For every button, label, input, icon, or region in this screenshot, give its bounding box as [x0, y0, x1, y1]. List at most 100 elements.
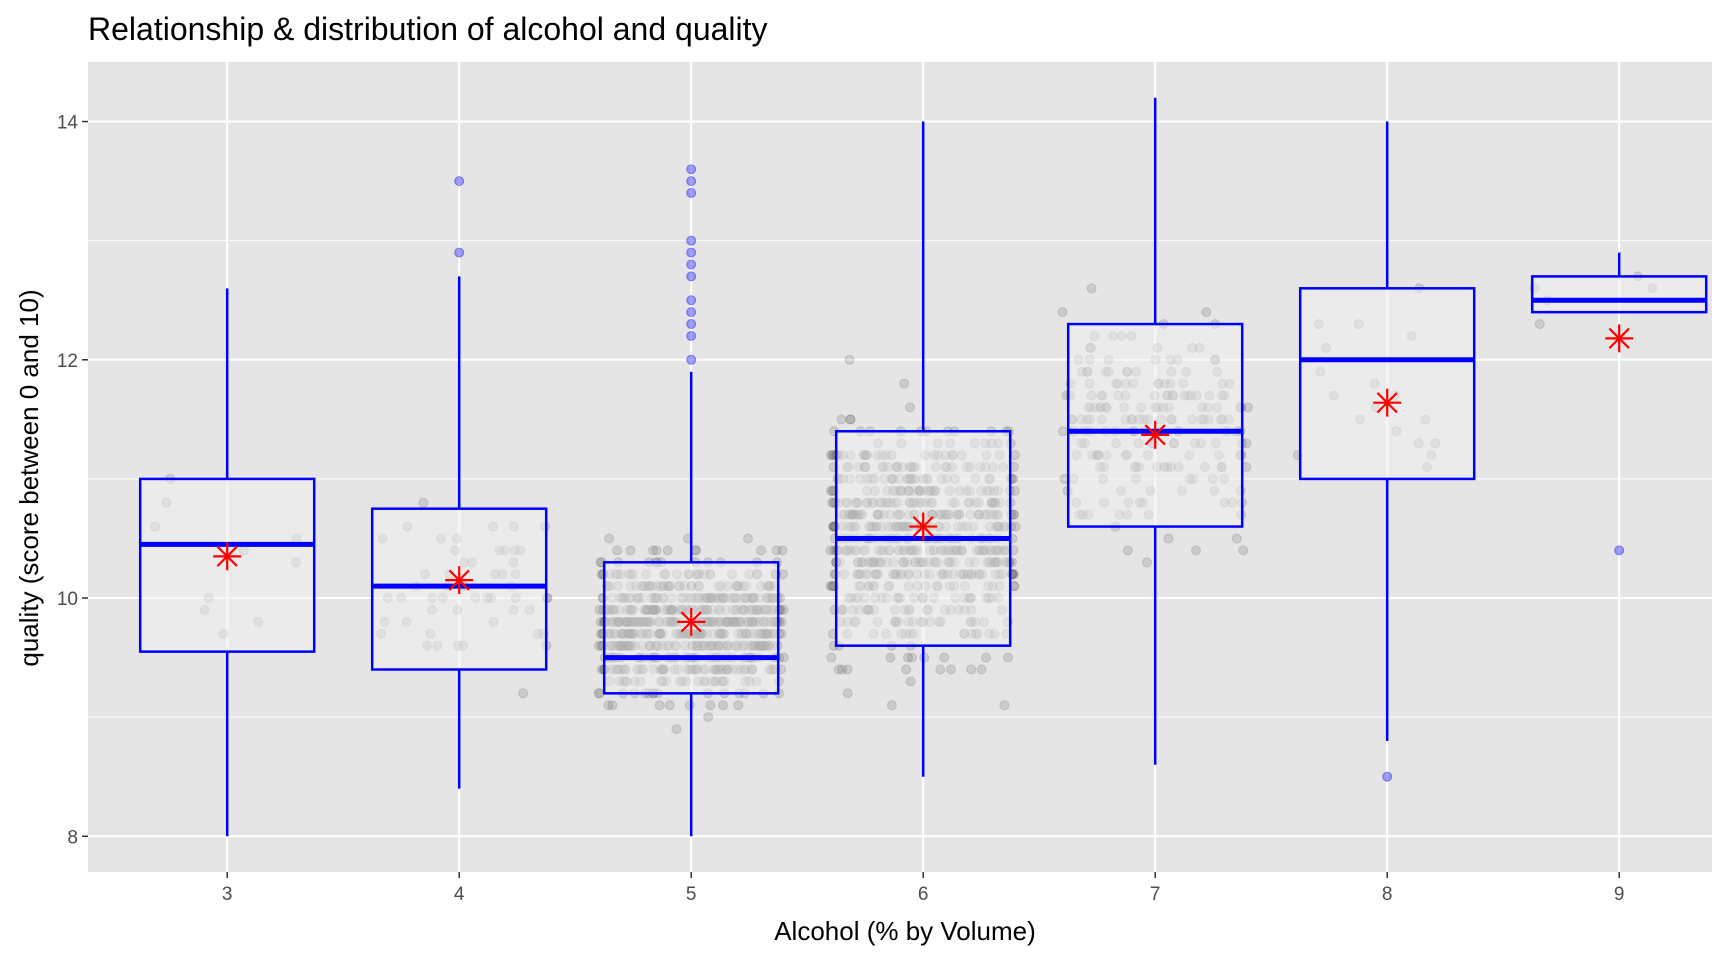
jitter-point: [999, 700, 1010, 711]
mean-marker: [213, 542, 242, 571]
outlier-point: [686, 319, 697, 330]
x-tick-label: 3: [222, 884, 233, 905]
jitter-point: [594, 604, 605, 615]
mean-marker: [1373, 388, 1402, 417]
jitter-point: [946, 664, 957, 675]
jitter-point: [612, 545, 623, 556]
x-tick-label: 6: [918, 884, 929, 905]
jitter-point: [671, 724, 682, 735]
x-tick-label: 4: [454, 884, 465, 905]
outlier-point: [1614, 545, 1625, 556]
jitter-point: [935, 664, 946, 675]
outlier-point: [454, 176, 465, 187]
box-9: [1530, 275, 1708, 314]
jitter-point: [648, 545, 659, 556]
mean-marker-stroke: [912, 515, 934, 538]
category-group-9: [1529, 252, 1708, 556]
jitter-point: [966, 664, 977, 675]
jitter-point: [845, 414, 856, 425]
y-axis-label: quality (score between 0 and 10): [14, 289, 44, 666]
mean-marker: [1141, 420, 1170, 449]
mean-marker: [909, 512, 938, 541]
outlier-point: [686, 164, 697, 175]
jitter-point: [1010, 521, 1021, 532]
jitter-point: [778, 652, 789, 663]
y-tick-label: 8: [67, 827, 78, 848]
jitter-point: [976, 664, 987, 675]
chart-title: Relationship & distribution of alcohol a…: [88, 11, 768, 47]
jitter-point: [905, 402, 915, 413]
jitter-point: [1010, 450, 1021, 461]
outlier-point: [686, 307, 697, 318]
jitter-point: [603, 700, 614, 711]
jitter-point: [705, 700, 716, 711]
y-tick-label: 10: [57, 589, 78, 610]
jitter-point: [1201, 307, 1212, 318]
jitter-point: [777, 545, 788, 556]
plot-area: 8 10 12 14 3 4 5 6 7 8 9: [57, 62, 1712, 905]
jitter-point: [625, 545, 636, 556]
jitter-point: [1231, 533, 1242, 544]
outlier-point: [686, 295, 697, 306]
jitter-point: [733, 700, 744, 711]
x-tick-label: 9: [1614, 884, 1625, 905]
jitter-point: [418, 497, 429, 508]
x-tick-label: 5: [686, 884, 697, 905]
mean-marker-stroke: [1608, 327, 1630, 349]
jitter-point: [651, 545, 662, 556]
outlier-point: [686, 271, 697, 282]
y-tick-label: 14: [57, 113, 79, 134]
mean-marker: [677, 607, 706, 636]
jitter-point: [901, 664, 912, 675]
outlier-point: [686, 247, 697, 258]
jitter-point: [594, 688, 605, 699]
outlier-point: [686, 330, 697, 341]
jitter-point: [902, 652, 913, 663]
jitter-point: [1003, 652, 1013, 663]
category-group-6: [825, 121, 1021, 777]
jitter-point: [690, 545, 701, 556]
mean-marker: [445, 566, 474, 595]
jitter-point: [607, 700, 618, 711]
jitter-point: [907, 652, 917, 663]
mean-marker-stroke: [1144, 424, 1166, 446]
jitter-point: [1122, 545, 1133, 556]
jitter-point: [899, 378, 910, 389]
jitter-point: [837, 664, 847, 675]
jitter-point: [885, 652, 896, 663]
mean-marker-stroke: [216, 545, 238, 567]
y-tick-label: 12: [57, 351, 78, 372]
jitter-point: [886, 700, 897, 711]
outlier-point: [1382, 771, 1393, 782]
jitter-point: [1057, 307, 1068, 318]
mean-marker-stroke: [448, 569, 470, 591]
category-group-8: [1292, 121, 1476, 782]
category-group-4: [370, 176, 553, 789]
jitter-point: [1238, 545, 1249, 556]
outlier-point: [686, 354, 697, 365]
jitter-point: [825, 545, 836, 556]
outlier-point: [686, 176, 697, 187]
jitter-point: [1191, 545, 1201, 556]
jitter-point: [836, 414, 847, 425]
category-group-3: [138, 288, 316, 837]
outlier-point: [686, 235, 697, 246]
jitter-point: [845, 414, 856, 425]
jitter-point: [981, 652, 992, 663]
jitter-point: [684, 700, 695, 711]
jitter-point: [756, 545, 767, 556]
jitter-point: [654, 700, 665, 711]
outlier-point: [686, 259, 697, 270]
mean-marker-stroke: [680, 611, 702, 633]
x-tick-label: 8: [1382, 884, 1393, 905]
jitter-point: [771, 545, 782, 556]
outlier-point: [686, 188, 697, 199]
x-tick-label: 7: [1150, 884, 1161, 905]
jitter-point: [1086, 283, 1097, 294]
jitter-point: [842, 664, 853, 675]
jitter-point: [1058, 426, 1068, 437]
mean-marker: [1605, 324, 1634, 353]
category-group-5: [593, 164, 789, 837]
jitter-point: [1142, 557, 1152, 568]
